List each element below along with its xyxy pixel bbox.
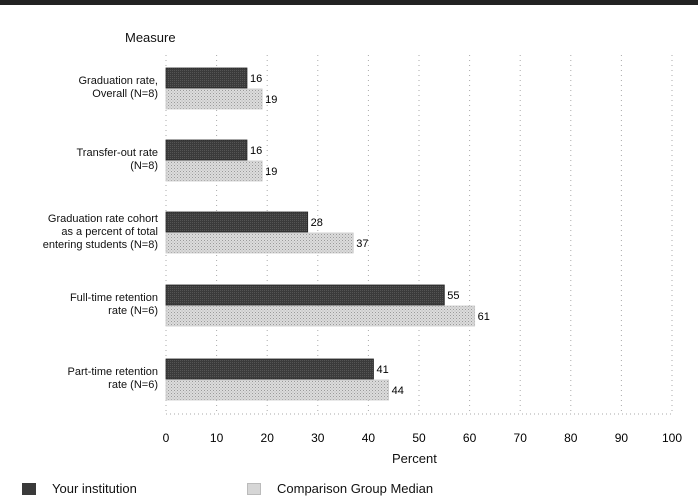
- category-label-line: rate (N=6): [108, 305, 158, 317]
- category-label-line: rate (N=6): [108, 379, 158, 391]
- category-label-line: entering students (N=8): [42, 238, 158, 251]
- bar-value-label: 16: [250, 73, 262, 85]
- bar-value-label: 16: [250, 145, 262, 157]
- bar-comparison-median: [165, 88, 263, 110]
- category-label-line: Graduation rate cohort: [47, 212, 158, 225]
- bar-value-label: 37: [356, 238, 368, 250]
- legend-label-comparison: Comparison Group Median: [277, 481, 434, 496]
- x-axis-label: Percent: [392, 451, 437, 466]
- x-tick-label: 20: [261, 431, 275, 445]
- legend-item-your-institution: Your institution: [22, 481, 137, 496]
- bar-value-label: 28: [311, 217, 323, 229]
- bar-comparison-median: [165, 160, 263, 182]
- bar-comparison-median: [165, 232, 354, 254]
- category-label-line: Full-time retention: [69, 292, 158, 304]
- category-label: Graduation rate, Overall (N=8): [8, 75, 159, 101]
- x-tick-label: 10: [210, 431, 224, 445]
- legend-label-your-institution: Your institution: [52, 481, 137, 496]
- category-label-line: Overall (N=8): [92, 88, 158, 100]
- x-tick-label: 90: [615, 431, 629, 445]
- bar-your-institution: [165, 284, 445, 306]
- x-tick-label: 50: [412, 431, 426, 445]
- x-tick-label: 80: [564, 431, 578, 445]
- bar-value-label: 19: [265, 94, 277, 106]
- bar-your-institution: [165, 358, 374, 380]
- category-label: Graduation rate cohort as a percent of to…: [8, 213, 158, 252]
- bar-comparison-median: [165, 305, 476, 327]
- category-label-line: Graduation rate,: [78, 75, 159, 87]
- bar-value-label: 41: [376, 364, 388, 376]
- bar-comparison-median: [165, 379, 390, 401]
- category-label-line: Part-time retention: [67, 366, 158, 378]
- bar-value-label: 55: [447, 290, 459, 302]
- category-label: Part-time retention rate (N=6): [8, 366, 158, 392]
- legend-swatch-your-institution: [22, 482, 36, 495]
- legend-swatch-comparison: [247, 482, 261, 495]
- bar-your-institution: [165, 211, 309, 233]
- x-tick-label: 40: [362, 431, 376, 445]
- legend-item-comparison: Comparison Group Median: [247, 481, 433, 496]
- x-tick-label: 60: [463, 431, 477, 445]
- x-tick-label: 100: [662, 431, 682, 445]
- category-label-line: (N=8): [130, 160, 158, 172]
- y-axis-title: Measure: [125, 30, 176, 45]
- top-rule: [0, 0, 698, 5]
- category-label-line: Transfer-out rate: [76, 147, 158, 159]
- x-tick-label: 30: [311, 431, 325, 445]
- bar-value-label: 44: [392, 385, 404, 397]
- bar-your-institution: [165, 67, 248, 89]
- category-label: Transfer-out rate (N=8): [8, 147, 158, 173]
- bar-value-label: 19: [265, 166, 277, 178]
- x-tick-label: 70: [514, 431, 528, 445]
- bar-value-label: 61: [478, 311, 490, 323]
- bar-your-institution: [165, 139, 248, 161]
- x-tick-label: 0: [163, 431, 170, 445]
- category-label: Full-time retention rate (N=6): [8, 292, 158, 318]
- category-label-line: as a percent of total: [61, 225, 158, 238]
